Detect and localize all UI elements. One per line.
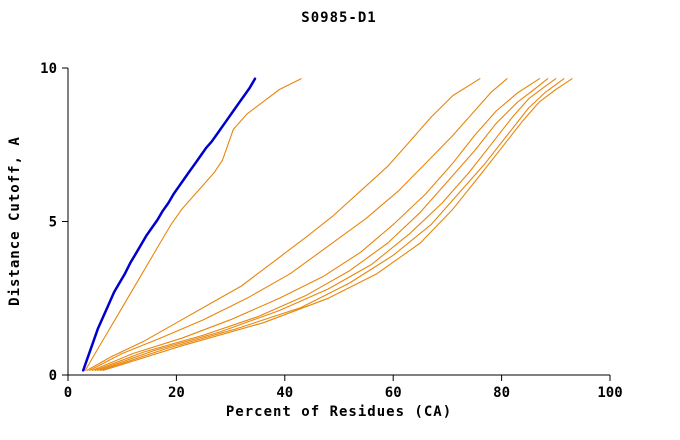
curve-orange-1 [84, 78, 302, 371]
curve-orange-4 [91, 78, 541, 371]
x-tick-label: 100 [597, 385, 622, 401]
x-tick-label: 80 [493, 385, 510, 401]
curve-orange-7 [99, 78, 565, 371]
chart-title: S0985-D1 [301, 10, 377, 26]
x-tick-label: 60 [385, 385, 402, 401]
curve-orange-3 [89, 78, 508, 371]
curve-orange-8 [102, 78, 573, 371]
y-tick-label: 5 [49, 215, 57, 231]
y-tick-label: 10 [40, 61, 57, 77]
curve-orange-5 [94, 78, 549, 371]
x-tick-label: 40 [276, 385, 293, 401]
x-axis-label: Percent of Residues (CA) [225, 404, 453, 420]
curve-orange-6 [97, 78, 557, 371]
x-tick-label: 0 [64, 385, 72, 401]
curve-orange-2 [86, 78, 481, 371]
curve-blue [81, 77, 257, 372]
x-tick-label: 20 [168, 385, 185, 401]
y-tick-label: 0 [49, 368, 57, 384]
